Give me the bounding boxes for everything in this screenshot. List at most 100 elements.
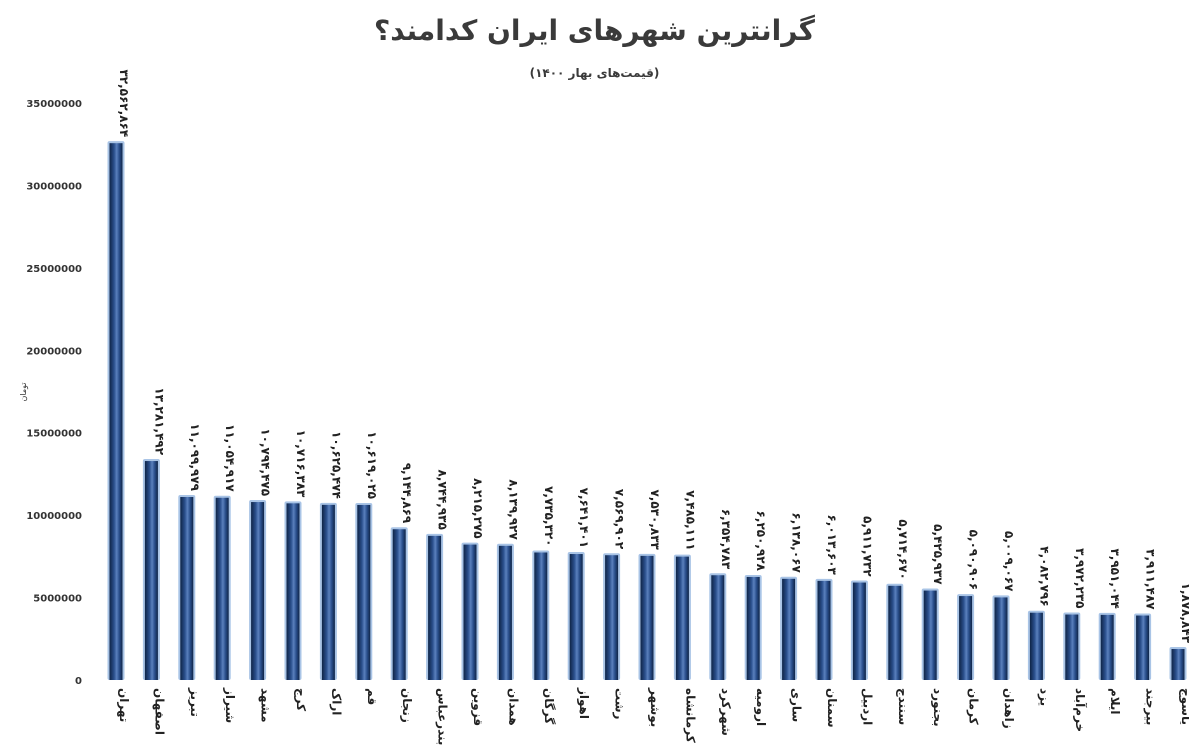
data-label: ۱۱,۰۹۹,۹۷۹: [188, 423, 202, 491]
bar: [569, 554, 583, 680]
data-label: ۳,۹۵۱,۰۴۴: [1108, 548, 1122, 608]
bar: [144, 461, 158, 680]
bar: [782, 578, 796, 680]
data-label: ۹,۱۴۴,۸۶۹: [400, 463, 414, 524]
chart-title: گرانترین شهرهای ایران کدامند؟: [374, 14, 815, 47]
bar: [534, 552, 548, 680]
category-label: خرم‌آباد: [1072, 688, 1088, 732]
data-label: ۷,۴۸۵,۱۱۱: [683, 490, 697, 550]
data-label: ۶,۱۳۸,۰۶۷: [790, 512, 804, 573]
data-label: ۶,۳۵۴,۷۸۳: [719, 509, 733, 570]
data-label: ۱۱,۰۵۴,۹۱۷: [223, 424, 237, 492]
bar: [428, 535, 442, 680]
data-label: ۳۲,۵۶۲,۸۶۴: [117, 69, 131, 137]
data-label: ۱۰,۶۱۹,۰۲۵: [365, 431, 379, 499]
category-label: بوشهر: [647, 687, 662, 727]
category-label: شهرکرد: [719, 688, 733, 736]
category-label: سنندج: [896, 688, 910, 725]
bar: [746, 576, 760, 680]
data-label: ۱,۸۷۸,۸۴۳: [1179, 583, 1189, 644]
y-tick-label: 20000000: [26, 346, 82, 357]
category-label: زنجان: [400, 688, 414, 723]
data-label: ۳,۹۷۲,۲۳۵: [1073, 548, 1087, 608]
y-tick-label: 10000000: [26, 511, 82, 522]
bar: [888, 585, 902, 680]
category-label: تهران: [117, 688, 131, 722]
bar: [1029, 612, 1043, 680]
data-label: ۴,۰۸۲,۷۹۶: [1037, 546, 1051, 606]
category-label: بجنورد: [930, 688, 945, 727]
y-tick-label: 0: [75, 676, 82, 687]
bar: [109, 143, 123, 681]
y-tick-label: 30000000: [26, 181, 82, 192]
chart-subtitle: (قیمت‌های بهار ۱۴۰۰): [529, 66, 660, 80]
category-label: قزوین: [470, 688, 485, 726]
category-label: اراک: [329, 688, 343, 715]
bar: [321, 504, 335, 680]
category-label: کرمانشاه: [683, 688, 697, 743]
category-label: اهواز: [576, 687, 591, 719]
data-label: ۶,۰۱۳,۶۰۳: [825, 514, 839, 575]
bar: [215, 497, 229, 680]
bar: [286, 503, 300, 680]
category-label: ارومیه: [753, 688, 768, 726]
category-label: کرمان: [967, 688, 981, 725]
data-label: ۱۰,۷۱۶,۳۸۳: [294, 430, 308, 498]
data-label: ۵,۹۱۱,۷۳۲: [860, 516, 874, 577]
bar: [180, 497, 194, 680]
category-label: اصفهان: [152, 688, 166, 735]
bar: [994, 597, 1008, 680]
category-label: ایلام: [1107, 688, 1122, 715]
category-label: سمنان: [825, 688, 839, 728]
bar: [1065, 614, 1079, 680]
y-tick-label: 25000000: [26, 264, 82, 275]
category-labels-group: تهران اصفهان تبریز شیراز مشهد کرج اراک قم زنجان ب…: [117, 687, 1189, 745]
data-label: ۱۰,۷۹۴,۴۷۵: [259, 428, 273, 496]
category-label: ساری: [790, 688, 804, 722]
category-label: اردبیل: [860, 688, 874, 725]
bar: [251, 502, 265, 680]
y-axis-label: تومان: [19, 383, 28, 402]
bar: [357, 504, 371, 680]
category-label: قم: [365, 688, 379, 705]
data-label: ۵,۴۲۵,۹۳۷: [931, 524, 945, 585]
data-label: ۵,۰۹۰,۹۰۶: [967, 530, 981, 590]
bar: [817, 580, 831, 680]
bar: [1136, 615, 1150, 680]
category-label: بندرعباس: [436, 688, 450, 745]
bar: [711, 575, 725, 680]
y-tick-label: 35000000: [26, 99, 82, 110]
data-label: ۸,۷۴۴,۹۳۵: [436, 469, 450, 529]
category-label: زاهدان: [1002, 688, 1016, 729]
y-tick-label: 15000000: [26, 429, 82, 440]
data-label: ۷,۵۳۰,۸۳۳: [648, 489, 662, 550]
bars-group: [107, 141, 1187, 681]
bar: [959, 596, 973, 680]
bar: [640, 555, 654, 680]
y-axis: 0 5000000 10000000 15000000 20000000 25000000…: [26, 99, 82, 687]
category-label: شیراز: [223, 687, 237, 723]
bar: [923, 590, 937, 680]
category-label: تبریز: [188, 687, 202, 717]
bar: [1100, 614, 1114, 680]
data-label: ۱۰,۶۲۵,۴۷۴: [329, 431, 343, 499]
category-label: گرگان: [542, 688, 556, 724]
data-label: ۷,۷۳۵,۳۲۰: [542, 486, 556, 546]
bar: [498, 545, 512, 680]
bar: [392, 529, 406, 680]
data-label: ۱۳,۲۸۱,۴۹۲: [152, 387, 166, 455]
data-label: ۷,۵۶۹,۹۰۲: [613, 489, 627, 550]
category-label: رشت: [613, 688, 627, 720]
data-label: ۳,۹۱۱,۴۸۷: [1144, 549, 1158, 610]
data-label: ۸,۲۱۵,۲۷۵: [471, 478, 485, 538]
category-label: یزد: [1037, 688, 1051, 706]
y-tick-label: 5000000: [33, 594, 82, 605]
category-label: مشهد: [259, 688, 273, 723]
bar: [852, 582, 866, 680]
category-label: یاسوج: [1178, 688, 1189, 725]
data-label: ۵,۰۰۹,۰۶۷: [1002, 531, 1016, 592]
bar: [675, 556, 689, 680]
category-label: بیرجند: [1144, 688, 1158, 725]
category-label: همدان: [506, 688, 520, 726]
